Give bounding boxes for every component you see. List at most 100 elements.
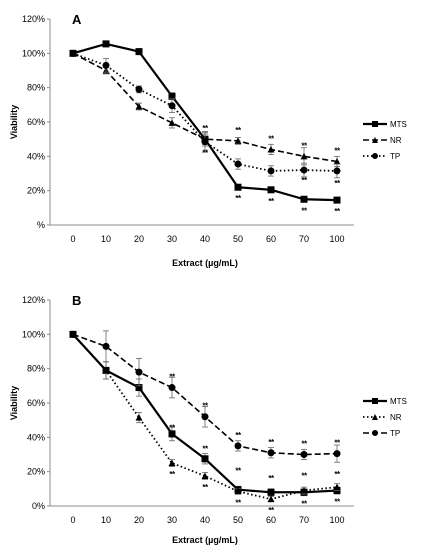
data-point-square xyxy=(168,430,176,438)
significance-group: ** ** ** xyxy=(334,439,341,507)
data-point-circle xyxy=(168,384,176,392)
legend-marker xyxy=(372,121,378,127)
legend-marker xyxy=(372,398,378,404)
data-point-triangle xyxy=(168,459,176,467)
significance-label: ** xyxy=(301,176,308,185)
significance-label: ** xyxy=(268,506,275,515)
data-point-triangle xyxy=(300,152,308,160)
significance-label: ** xyxy=(202,138,209,147)
significance-label: ** xyxy=(235,431,242,440)
data-point-circle xyxy=(267,167,275,175)
legend-label: NR xyxy=(390,413,402,422)
data-point-triangle xyxy=(234,137,242,144)
significance-label: ** xyxy=(334,146,341,155)
significance-label: ** xyxy=(268,438,275,447)
y-tick-label: 120% xyxy=(22,295,45,305)
data-point-triangle xyxy=(168,119,176,126)
x-tick-label: 70 xyxy=(299,515,309,525)
significance-label: ** xyxy=(334,470,341,479)
significance-group: ** ** ** xyxy=(334,146,341,216)
x-tick-label: 20 xyxy=(134,515,144,525)
significance-label: ** xyxy=(301,206,308,215)
significance-label: ** xyxy=(268,168,275,177)
data-point-triangle xyxy=(267,495,275,503)
significance-group: ** ** ** xyxy=(268,438,275,515)
y-tick-label: 60% xyxy=(27,117,45,127)
y-tick-label: 100% xyxy=(22,48,45,58)
y-tick-label: 40% xyxy=(27,432,45,442)
panel-b: 0% 20% 40% 60% 80% 100% 120% 0 10 20 30 40 50 60 70 100… xyxy=(9,293,407,545)
series-line xyxy=(72,333,338,456)
significance-label: ** xyxy=(202,444,209,453)
data-point-circle xyxy=(333,167,341,175)
significance-label: ** xyxy=(235,498,242,507)
data-point-circle xyxy=(201,138,209,146)
significance-label: ** xyxy=(334,179,341,188)
data-point-circle xyxy=(201,413,209,421)
series-line xyxy=(72,333,338,501)
data-point-circle xyxy=(69,330,77,338)
significance-group: ** ** ** xyxy=(268,134,275,205)
y-tick-label: 20% xyxy=(27,186,45,196)
legend-label: TP xyxy=(390,429,400,438)
significance-label: ** xyxy=(235,194,242,203)
significance-group: ** ** ** xyxy=(301,141,308,215)
x-tick-label: 60 xyxy=(266,515,276,525)
significance-label: ** xyxy=(301,499,308,508)
significance-label: ** xyxy=(301,141,308,150)
data-point-square xyxy=(135,384,143,392)
legend-label: MTS xyxy=(390,397,407,406)
data-point-triangle xyxy=(201,472,209,479)
legend-marker xyxy=(372,137,378,143)
y-tick-label: 80% xyxy=(27,364,45,374)
significance-label: ** xyxy=(169,470,176,479)
data-point-circle xyxy=(135,368,143,376)
data-point-square xyxy=(300,195,308,203)
significance-group: ** ** ** xyxy=(301,440,308,509)
series-nr xyxy=(69,49,341,168)
data-point-triangle xyxy=(333,157,341,165)
data-point-triangle xyxy=(267,145,275,153)
y-tick-label: 80% xyxy=(27,83,45,93)
significance-group: ** ** ** xyxy=(202,124,209,158)
x-axis-label: Extract (µg/mL) xyxy=(172,258,238,268)
data-point-square xyxy=(267,488,275,496)
legend-label: MTS xyxy=(390,120,407,129)
data-point-circle xyxy=(102,342,110,350)
data-point-circle xyxy=(102,61,110,69)
data-point-triangle xyxy=(300,487,308,494)
data-point-circle xyxy=(300,166,308,174)
series-line xyxy=(72,52,338,172)
x-tick-label: 50 xyxy=(233,515,243,525)
y-tick-label: 40% xyxy=(27,151,45,161)
significance-group: ** ** ** xyxy=(235,126,242,203)
y-tick-label: % xyxy=(37,220,45,230)
series-tp xyxy=(69,49,341,179)
data-point-circle xyxy=(135,85,143,93)
y-tick-label: 100% xyxy=(22,329,45,339)
y-axis-label: Viability xyxy=(9,386,19,420)
data-point-circle xyxy=(168,102,176,110)
panel-letter: B xyxy=(72,293,81,308)
significance-label: ** xyxy=(235,467,242,476)
legend-marker xyxy=(372,430,378,436)
x-tick-label: 100 xyxy=(329,234,344,244)
y-tick-label: 20% xyxy=(27,467,45,477)
significance-label: ** xyxy=(334,207,341,216)
significance-group: ** ** ** xyxy=(169,373,176,480)
significance-label: ** xyxy=(202,149,209,158)
y-tick-label: 60% xyxy=(27,398,45,408)
x-tick-label: 30 xyxy=(167,515,177,525)
data-point-square xyxy=(267,186,275,194)
significance-label: ** xyxy=(334,439,341,448)
data-point-square xyxy=(168,92,176,100)
x-tick-label: 10 xyxy=(101,234,111,244)
significance-label: ** xyxy=(301,471,308,480)
data-point-square xyxy=(333,196,341,204)
y-axis-label: Viability xyxy=(9,105,19,139)
legend: MTS NR TP xyxy=(363,120,407,161)
data-point-triangle xyxy=(234,487,242,495)
x-tick-label: 60 xyxy=(266,234,276,244)
data-point-square xyxy=(102,40,110,48)
